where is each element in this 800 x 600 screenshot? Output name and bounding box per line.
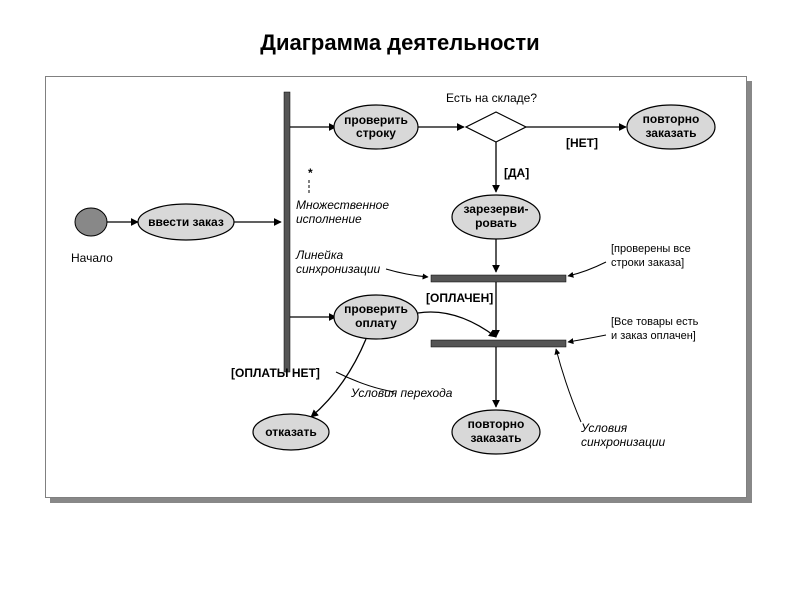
anno-arrow bbox=[568, 335, 606, 342]
edge bbox=[418, 312, 496, 337]
anno-mult1: Множественное bbox=[296, 198, 389, 212]
anno-cond2: синхронизации bbox=[581, 435, 666, 449]
activity-diagram-svg: Начало ввести заказ проверить строку * М… bbox=[46, 77, 746, 497]
check-payment-l1: проверить bbox=[344, 302, 408, 316]
reorder2-l2: заказать bbox=[470, 431, 521, 445]
guard-all-lines2: строки заказа] bbox=[611, 257, 684, 269]
reserve-l1: зарезерви- bbox=[463, 202, 528, 216]
page-title: Диаграмма деятельности bbox=[0, 0, 800, 76]
anno-mult2: исполнение bbox=[296, 212, 362, 226]
reorder1-l1: повторно bbox=[643, 112, 700, 126]
check-payment-l2: оплату bbox=[355, 316, 397, 330]
anno-arrow bbox=[568, 262, 606, 276]
reorder2-l1: повторно bbox=[468, 417, 525, 431]
anno-arrow bbox=[386, 269, 428, 277]
anno-cond1: Условия bbox=[580, 421, 628, 435]
start-node bbox=[75, 208, 107, 236]
anno-arrow bbox=[556, 349, 581, 422]
fork-bar bbox=[284, 92, 290, 372]
start-label: Начало bbox=[71, 251, 113, 265]
sync-bar-2 bbox=[431, 340, 566, 347]
guard-unpaid: [ОПЛАТЫ НЕТ] bbox=[231, 366, 320, 380]
check-line-l1: проверить bbox=[344, 113, 408, 127]
star-label: * bbox=[308, 166, 313, 180]
guard-all-lines1: [проверены все bbox=[611, 243, 691, 255]
decision-label: Есть на складе? bbox=[446, 91, 537, 105]
anno-trans: Условия перехода bbox=[350, 386, 453, 400]
diagram-frame: Начало ввести заказ проверить строку * М… bbox=[45, 76, 747, 498]
enter-order-label: ввести заказ bbox=[148, 215, 224, 229]
anno-sync2: синхронизации bbox=[296, 262, 381, 276]
guard-no: [НЕТ] bbox=[566, 136, 598, 150]
anno-sync1: Линейка bbox=[295, 248, 344, 262]
decision-stock bbox=[466, 112, 526, 142]
guard-yes: [ДА] bbox=[504, 166, 529, 180]
guard-all-goods2: и заказ оплачен] bbox=[611, 330, 696, 342]
sync-bar-1 bbox=[431, 275, 566, 282]
reject-label: отказать bbox=[265, 425, 316, 439]
reserve-l2: ровать bbox=[475, 216, 517, 230]
reorder1-l2: заказать bbox=[645, 126, 696, 140]
guard-paid: [ОПЛАЧЕН] bbox=[426, 291, 493, 305]
guard-all-goods1: [Все товары есть bbox=[611, 316, 699, 328]
check-line-l2: строку bbox=[356, 126, 396, 140]
